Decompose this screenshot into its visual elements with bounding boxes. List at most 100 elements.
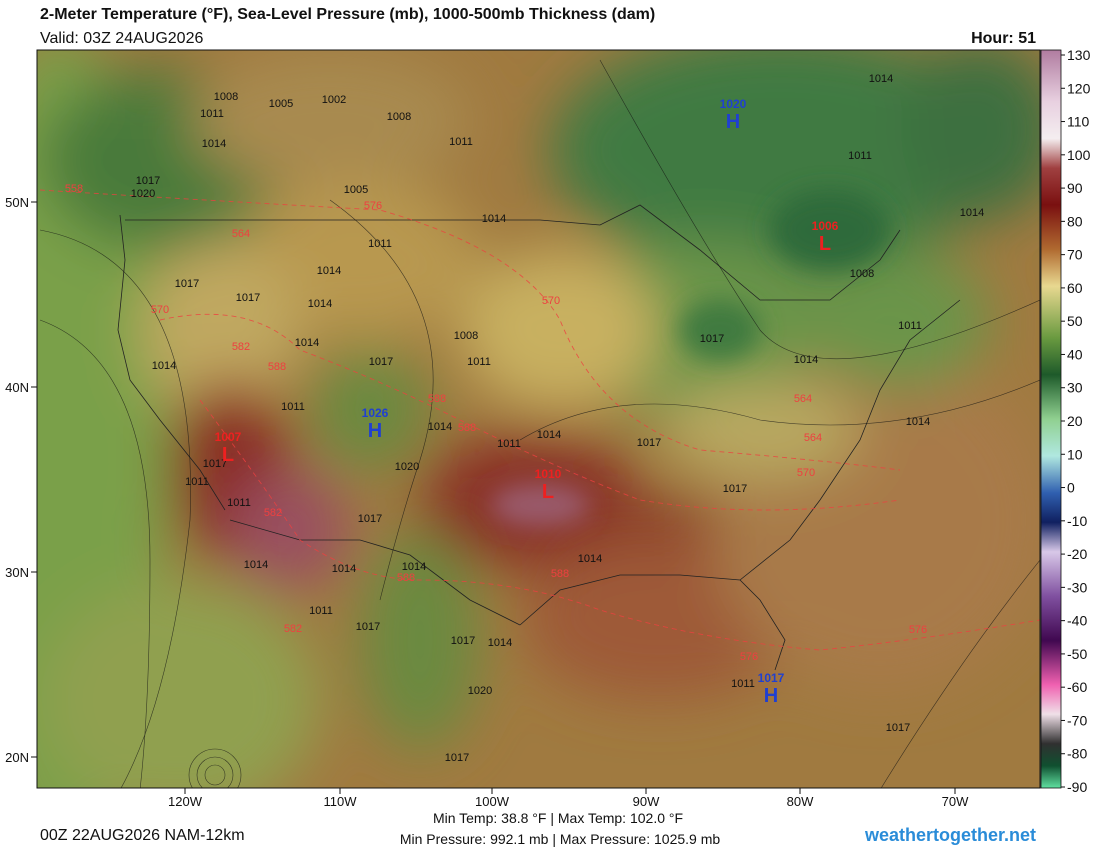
borders <box>117 204 961 671</box>
isobar-label: 1020 <box>468 685 492 697</box>
thickness-label: 588 <box>397 572 415 584</box>
colorbar-label: -20 <box>1067 546 1087 562</box>
temperature-range: Min Temp: 38.8 °F | Max Temp: 102.0 °F <box>433 810 683 826</box>
latitude-label: 50N <box>5 195 29 210</box>
isobar-label: 1008 <box>387 111 411 123</box>
colorbar-label: -10 <box>1067 513 1087 529</box>
thickness-label: 564 <box>794 393 812 405</box>
pressure-center-letter: L <box>542 481 554 503</box>
pressure-center-letter: L <box>819 233 831 255</box>
thickness-label: 588 <box>268 361 286 373</box>
colorbar-label: 100 <box>1067 147 1091 163</box>
thickness-label: 576 <box>740 651 758 663</box>
isobar-label: 1011 <box>467 356 491 368</box>
isobar-label: 1014 <box>308 298 332 310</box>
thickness-label: 588 <box>428 393 446 405</box>
isobar-label: 1014 <box>295 337 319 349</box>
thickness-label: 570 <box>151 304 169 316</box>
colorbar <box>1040 49 1062 789</box>
model-run: 00Z 22AUG2026 NAM-12km <box>40 827 245 844</box>
isobar-label: 1017 <box>723 483 747 495</box>
map-field <box>37 50 1040 788</box>
isobar-label: 1014 <box>578 553 602 565</box>
isobar-label: 1014 <box>794 354 818 366</box>
colorbar-label: 50 <box>1067 313 1083 329</box>
isobar-label: 1014 <box>537 429 561 441</box>
thickness-label: 582 <box>264 507 282 519</box>
thickness-label: 564 <box>804 432 822 444</box>
thickness-label: 588 <box>551 568 569 580</box>
latitude-label: 30N <box>5 565 29 580</box>
thickness-label: 564 <box>232 228 250 240</box>
pressure-center-letter: L <box>222 444 234 466</box>
isobar-label: 1002 <box>322 94 346 106</box>
isobar-label: 1017 <box>886 722 910 734</box>
isobar-label: 1014 <box>428 421 452 433</box>
isobar-label: 1011 <box>309 605 333 617</box>
map-title: 2-Meter Temperature (°F), Sea-Level Pres… <box>40 6 655 23</box>
colorbar-label: 20 <box>1067 413 1083 429</box>
isobar-label: 1017 <box>369 356 393 368</box>
isobar-label: 1011 <box>185 476 209 488</box>
longitude-label: 90W <box>633 794 660 809</box>
latitude-label: 20N <box>5 750 29 765</box>
pressure-range: Min Pressure: 992.1 mb | Max Pressure: 1… <box>400 831 721 847</box>
colorbar-label: 130 <box>1067 47 1091 63</box>
isobar-label: 1014 <box>317 265 341 277</box>
longitude-label: 70W <box>942 794 969 809</box>
isobar-label: 1017 <box>445 752 469 764</box>
isobar-label: 1017 <box>451 635 475 647</box>
colorbar-label: -50 <box>1067 646 1087 662</box>
colorbar-label: -30 <box>1067 579 1087 595</box>
isobar-label: 1017 <box>358 513 382 525</box>
isobar-label: 1011 <box>227 497 251 509</box>
isobar-label: 1014 <box>482 213 506 225</box>
isobar-label: 1017 <box>356 621 380 633</box>
isobar-label: 1014 <box>332 563 356 575</box>
forecast-hour: Hour: 51 <box>971 30 1036 47</box>
isobar-label: 1014 <box>488 637 512 649</box>
pressure-center-letter: H <box>368 420 382 442</box>
isobar-label: 1011 <box>898 320 922 332</box>
thickness-label: 576 <box>364 200 382 212</box>
isobar-label: 1014 <box>402 561 426 573</box>
thickness-label: 570 <box>797 467 815 479</box>
isobar-label: 1008 <box>454 330 478 342</box>
pressure-center-value: 1006 <box>812 219 839 233</box>
colorbar-label: -40 <box>1067 613 1087 629</box>
isobar-label: 1020 <box>395 461 419 473</box>
colorbar-label: 30 <box>1067 380 1083 396</box>
isobar-label: 1020 <box>131 188 155 200</box>
colorbar-label: 80 <box>1067 213 1083 229</box>
colorbar-label: 110 <box>1067 114 1090 130</box>
colorbar-label: 120 <box>1067 80 1091 96</box>
isobar-label: 1014 <box>906 416 930 428</box>
isobar-label: 1011 <box>497 438 521 450</box>
valid-time: Valid: 03Z 24AUG2026 <box>40 30 203 47</box>
latitude-label: 40N <box>5 380 29 395</box>
colorbar-label: 40 <box>1067 346 1083 362</box>
isobar-label: 1017 <box>236 292 260 304</box>
thickness-label: 582 <box>232 341 250 353</box>
colorbar-label: -90 <box>1067 779 1087 795</box>
isobars <box>39 59 1040 788</box>
isobar-label: 1011 <box>368 238 392 250</box>
thickness-contours <box>39 189 1040 651</box>
isobar-label: 1011 <box>200 108 224 120</box>
pressure-center-value: 1010 <box>535 467 562 481</box>
site-link[interactable]: weathertogether.net <box>864 825 1036 845</box>
thickness-label: 570 <box>542 295 560 307</box>
longitude-label: 80W <box>787 794 814 809</box>
isobar-label: 1014 <box>152 360 176 372</box>
pressure-center-letter: H <box>764 685 778 707</box>
isobar-label: 1008 <box>214 91 238 103</box>
map-frame <box>36 49 1041 789</box>
thickness-label: 582 <box>284 623 302 635</box>
pressure-center-value: 1020 <box>720 97 747 111</box>
isobar-label: 1014 <box>244 559 268 571</box>
isobar-label: 1011 <box>281 401 305 413</box>
colorbar-label: -60 <box>1067 679 1087 695</box>
colorbar-label: 0 <box>1067 480 1075 496</box>
isobar-label: 1014 <box>202 138 226 150</box>
